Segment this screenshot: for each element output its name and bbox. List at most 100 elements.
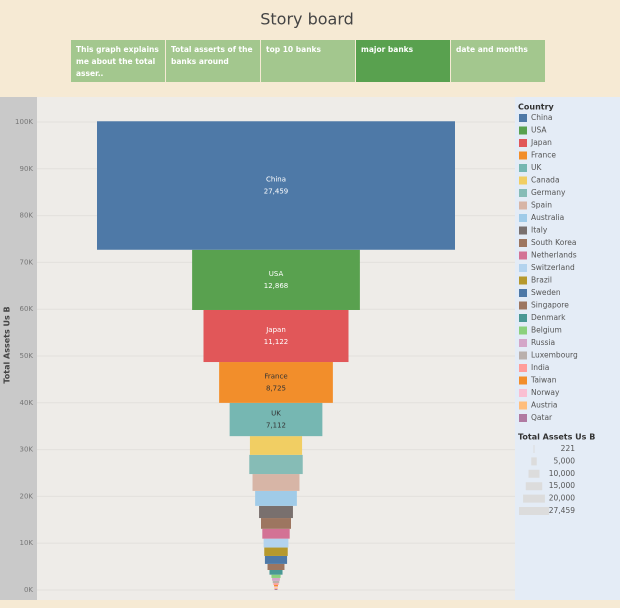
legend-swatch bbox=[519, 114, 527, 122]
tab-label[interactable]: major banks bbox=[361, 45, 414, 54]
segment-value: 27,459 bbox=[264, 188, 289, 196]
funnel-segment bbox=[269, 569, 283, 575]
funnel-segment bbox=[274, 586, 278, 588]
legend-swatch bbox=[519, 239, 527, 247]
legend-swatch bbox=[519, 401, 527, 410]
y-tick-label: 20K bbox=[20, 492, 34, 500]
y-tick-label: 70K bbox=[20, 258, 34, 266]
legend-swatch bbox=[519, 301, 527, 310]
legend-label: Denmark bbox=[531, 313, 566, 322]
y-tick-label: 10K bbox=[20, 539, 34, 547]
story-tab[interactable] bbox=[261, 40, 355, 82]
size-legend-label: 20,000 bbox=[549, 494, 575, 503]
legend-label: Australia bbox=[531, 213, 564, 222]
segment-value: 11,122 bbox=[264, 338, 289, 346]
legend-label: Netherlands bbox=[531, 251, 577, 260]
size-legend-label: 27,459 bbox=[549, 506, 575, 515]
funnel-segment bbox=[264, 547, 288, 556]
funnel-segment bbox=[274, 587, 278, 589]
size-legend-label: 221 bbox=[561, 444, 576, 453]
tab-label[interactable]: This graph explains me about the total a… bbox=[76, 45, 159, 78]
tab-text-box: Total asserts of the banks around bbox=[171, 45, 253, 66]
segment-value: 12,868 bbox=[264, 282, 289, 290]
legend-label: USA bbox=[531, 126, 547, 135]
legend-swatch bbox=[519, 226, 527, 235]
legend-swatch bbox=[519, 251, 527, 260]
funnel-segment bbox=[274, 584, 278, 587]
legend-label: Luxembourg bbox=[531, 351, 578, 360]
legend-label: Russia bbox=[531, 338, 555, 347]
funnel-segment bbox=[262, 528, 290, 539]
legend-label: Spain bbox=[531, 201, 552, 210]
funnel-segment bbox=[264, 555, 288, 564]
segment-name: USA bbox=[269, 270, 284, 278]
funnel-segment bbox=[97, 121, 455, 250]
legend-swatch bbox=[519, 389, 527, 397]
size-legend-mark bbox=[519, 507, 549, 515]
legend-label: India bbox=[531, 363, 549, 372]
funnel-segment bbox=[267, 563, 285, 570]
y-tick-label: 50K bbox=[20, 352, 34, 360]
legend-label: Switzerland bbox=[531, 263, 575, 272]
legend-label: Italy bbox=[531, 226, 548, 235]
story-tab[interactable] bbox=[71, 40, 165, 82]
legend-label: Taiwan bbox=[530, 376, 557, 385]
legend-swatch bbox=[519, 289, 527, 297]
size-legend-mark bbox=[528, 469, 540, 478]
y-tick-label: 90K bbox=[20, 165, 34, 173]
segment-name: China bbox=[266, 176, 286, 184]
size-legend-title: Total Assets Us B bbox=[518, 433, 595, 442]
legend-swatch bbox=[519, 414, 527, 422]
segment-name: UK bbox=[271, 410, 281, 418]
funnel-segment bbox=[249, 436, 303, 455]
funnel-segment bbox=[263, 538, 289, 548]
y-tick-label: 100K bbox=[15, 118, 33, 126]
legend-swatch bbox=[519, 351, 527, 360]
story-tab[interactable] bbox=[356, 40, 450, 82]
legend-label: China bbox=[531, 113, 552, 122]
legend-swatch bbox=[519, 214, 527, 222]
legend-label: Norway bbox=[531, 388, 560, 397]
legend-swatch bbox=[519, 189, 527, 197]
funnel-segment bbox=[192, 249, 360, 310]
story-tab[interactable] bbox=[451, 40, 545, 82]
legend-label: Belgium bbox=[531, 326, 562, 335]
funnel-segment bbox=[272, 580, 280, 584]
y-tick-label: 30K bbox=[20, 446, 34, 454]
legend-swatch bbox=[519, 201, 527, 210]
legend-label: Austria bbox=[531, 401, 558, 410]
legend-label: Canada bbox=[531, 176, 560, 185]
legend-title: Country bbox=[518, 103, 555, 112]
legend-label: Singapore bbox=[531, 301, 569, 310]
size-legend-mark bbox=[533, 445, 535, 453]
tab-text-box: top 10 banks bbox=[266, 45, 321, 54]
tab-label[interactable]: top 10 banks bbox=[266, 45, 321, 54]
funnel-segment bbox=[219, 362, 333, 403]
legend-swatch bbox=[519, 126, 527, 135]
funnel-segment bbox=[255, 490, 297, 506]
legend-label: Sweden bbox=[531, 288, 561, 297]
legend-swatch bbox=[519, 151, 527, 160]
legend-label: Qatar bbox=[531, 413, 553, 422]
size-legend-label: 5,000 bbox=[554, 456, 576, 465]
story-title: Story board bbox=[260, 10, 354, 29]
y-axis-title: Total Assets Us B bbox=[3, 306, 12, 383]
tab-label[interactable]: Total asserts of the banks around bbox=[171, 45, 253, 66]
legend-swatch bbox=[519, 326, 527, 335]
legend-swatch bbox=[519, 364, 527, 372]
legend-swatch bbox=[519, 276, 527, 285]
funnel-segment bbox=[229, 402, 323, 437]
size-legend-mark bbox=[531, 457, 537, 466]
tab-label[interactable]: date and months bbox=[456, 45, 528, 54]
funnel-segment bbox=[252, 474, 300, 491]
legend-swatch bbox=[519, 264, 527, 272]
funnel-segment bbox=[272, 577, 280, 581]
legend-label: Brazil bbox=[531, 276, 552, 285]
size-legend-label: 15,000 bbox=[549, 481, 575, 490]
story-tab[interactable] bbox=[166, 40, 260, 82]
legend-label: Germany bbox=[531, 188, 566, 197]
size-legend-mark bbox=[525, 482, 543, 491]
funnel-segment bbox=[203, 309, 349, 363]
